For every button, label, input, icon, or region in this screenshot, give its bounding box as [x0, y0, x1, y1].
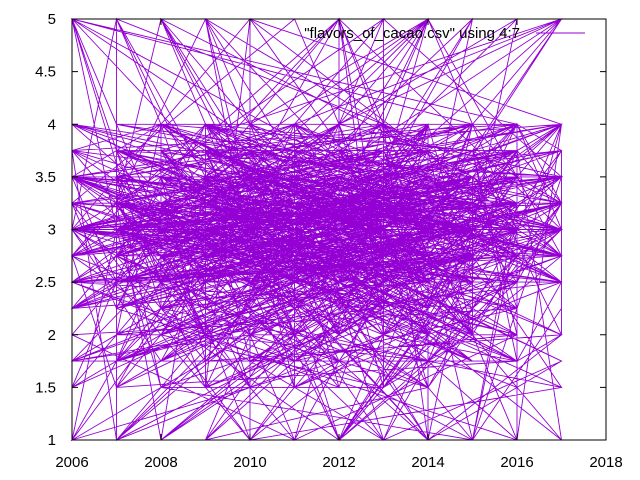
- y-tick-label-0: 1: [48, 432, 56, 449]
- axes-layer: 2006 2008 2010 2012 2014 2016 2018 1 1.5 2 2.5 3 3.5…: [35, 11, 623, 471]
- x-tick-label-4: 2014: [411, 454, 444, 471]
- y-tick-label-5: 3.5: [35, 169, 56, 186]
- y-tick-label-1: 1.5: [35, 379, 56, 396]
- x-tick-label-6: 2018: [589, 454, 622, 471]
- x-tick-label-5: 2016: [500, 454, 533, 471]
- legend-label: "flavors_of_cacao.csv" using 4:7: [304, 25, 520, 42]
- x-tick-label-2: 2010: [233, 454, 266, 471]
- legend: "flavors_of_cacao.csv" using 4:7: [304, 25, 585, 42]
- y-tick-label-8: 5: [48, 11, 56, 28]
- y-tick-label-4: 3: [48, 222, 56, 239]
- x-tick-label-3: 2012: [322, 454, 355, 471]
- x-tick-label-0: 2006: [55, 454, 88, 471]
- y-tick-label-2: 2: [48, 327, 56, 344]
- x-tick-label-1: 2008: [144, 454, 177, 471]
- data-layer: [70, 17, 564, 442]
- y-tick-label-7: 4.5: [35, 64, 56, 81]
- y-tick-label-3: 2.5: [35, 274, 56, 291]
- series-line: [70, 17, 564, 442]
- y-tick-label-6: 4: [48, 116, 56, 133]
